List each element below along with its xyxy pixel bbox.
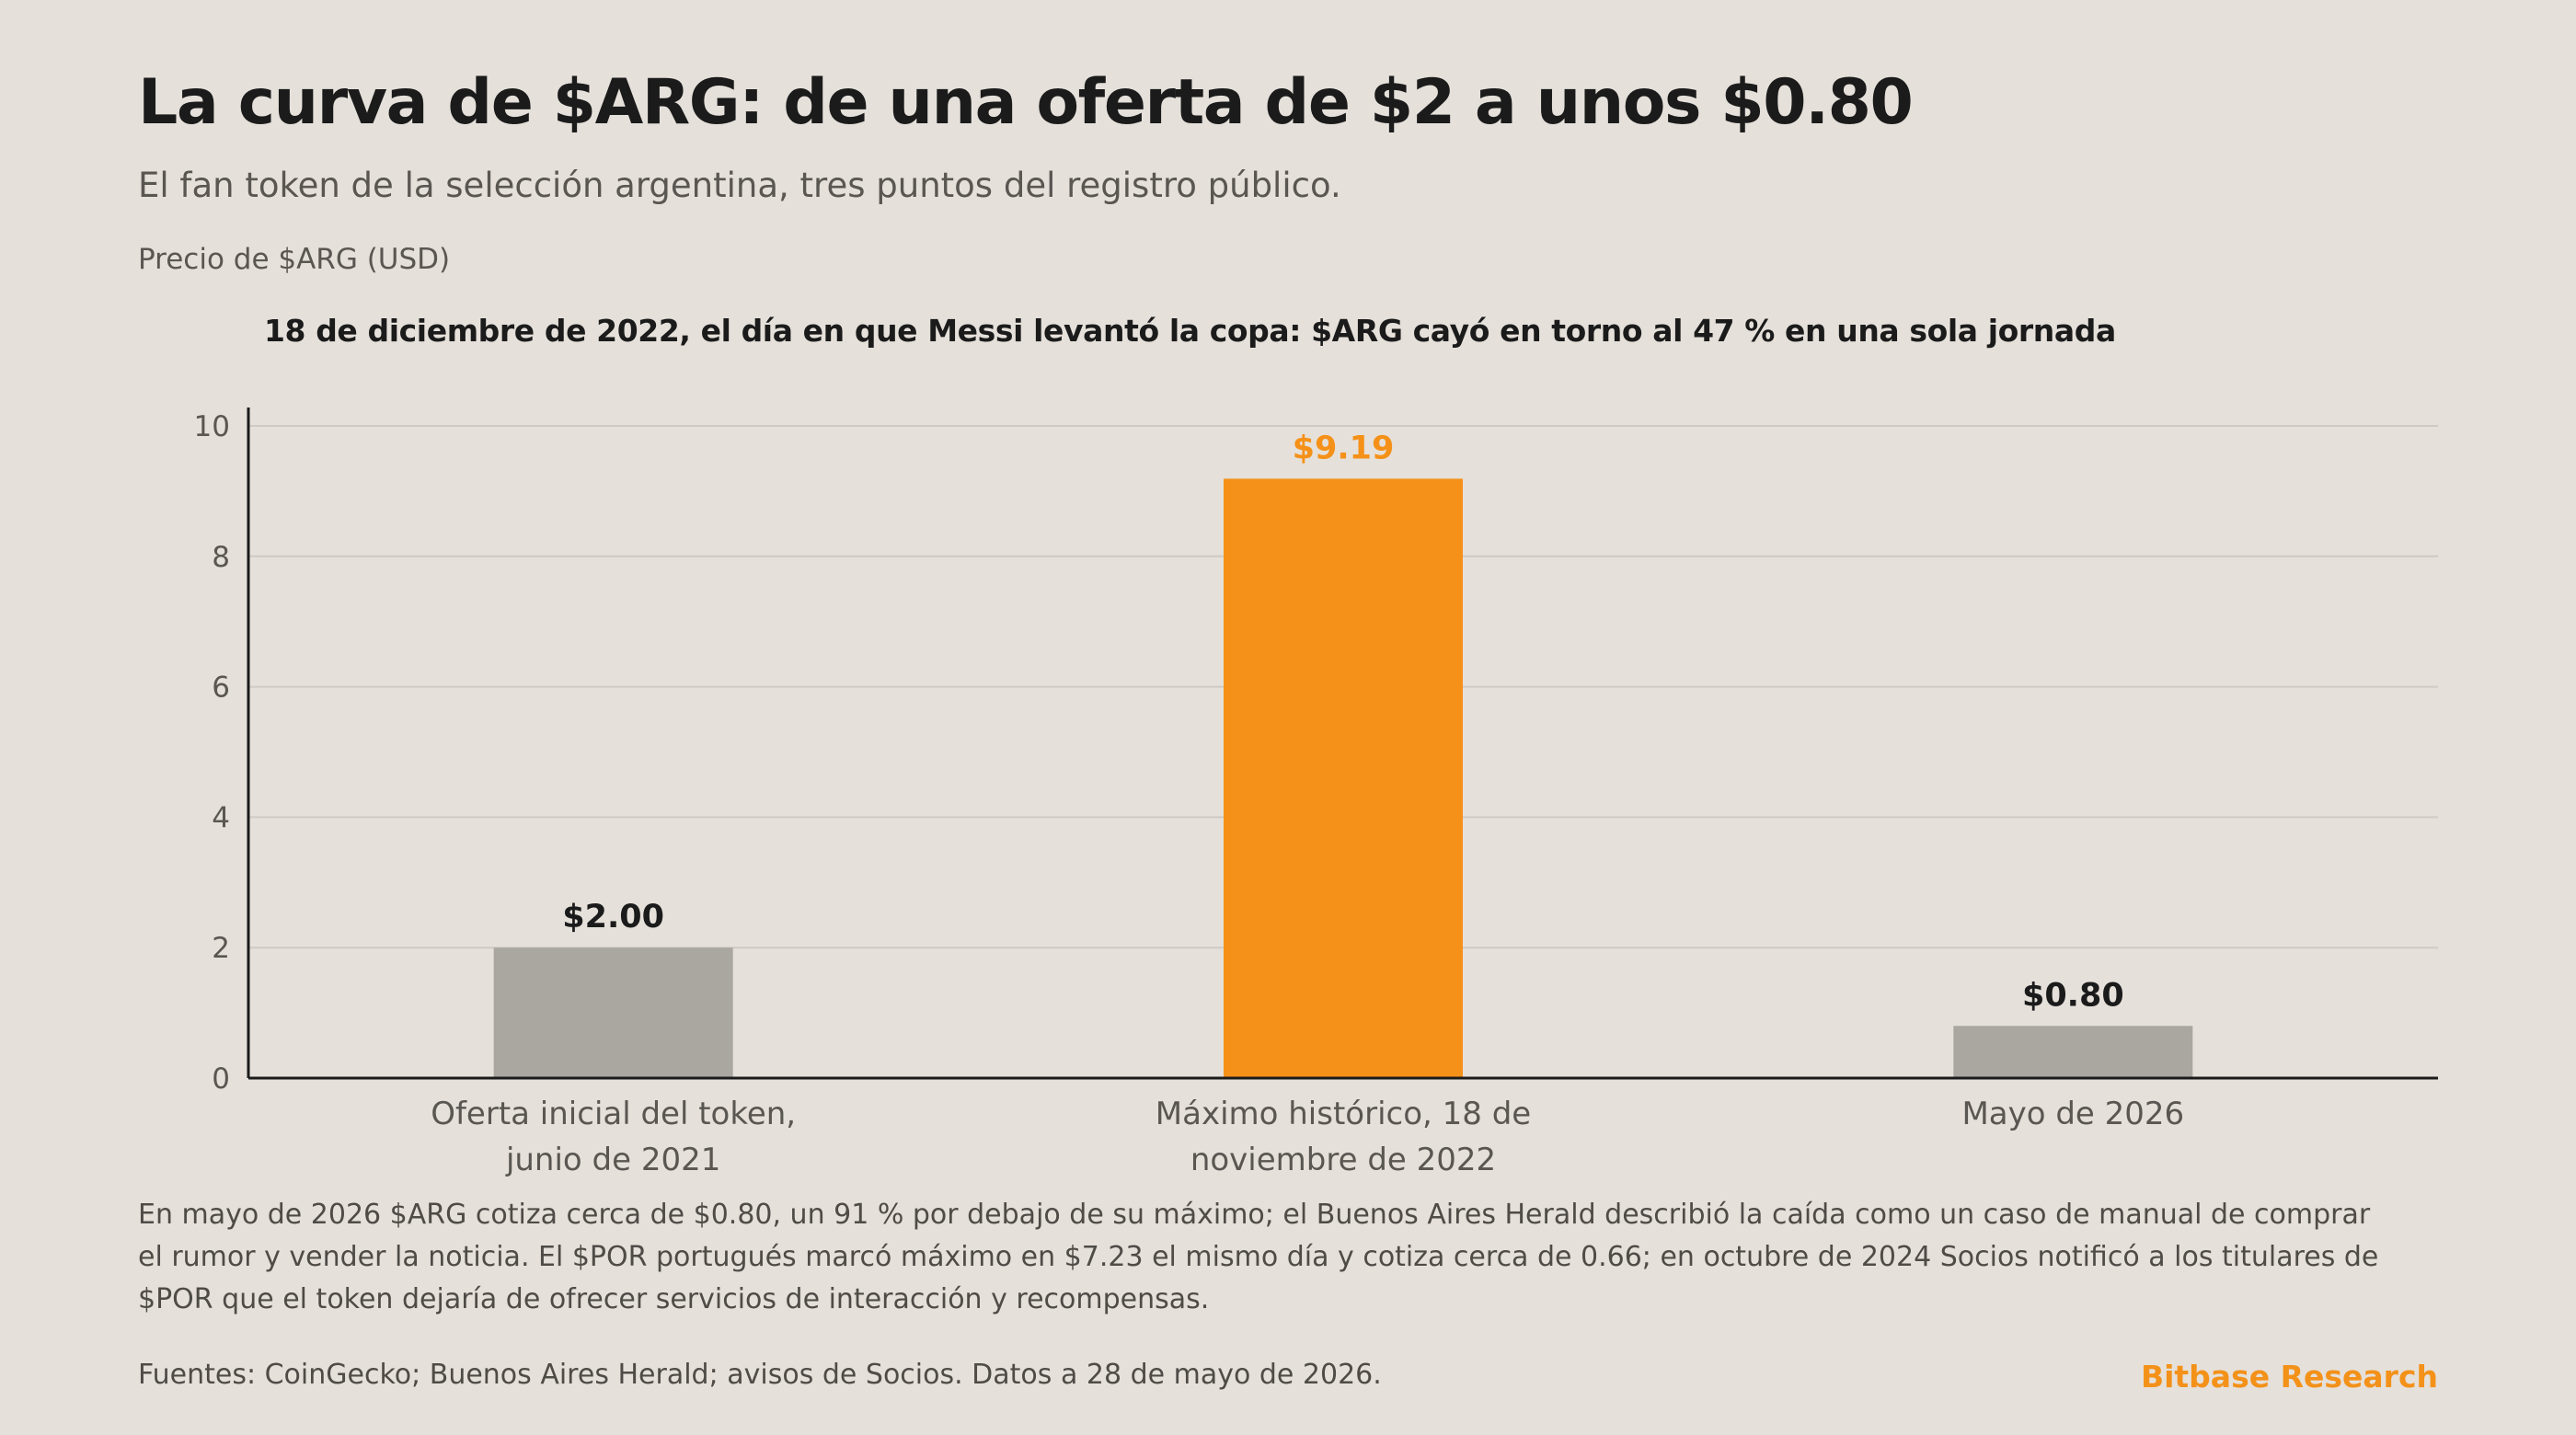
- bar-chart: 0 2 4 6 8 10 $2.00 Oferta inicial del token, jun…: [194, 408, 2438, 1178]
- y-tick-label: 2: [212, 932, 230, 965]
- x-tick-label: Mayo de 2026: [1961, 1096, 2184, 1132]
- x-tick-label: junio de 2021: [505, 1142, 720, 1178]
- x-tick-label: noviembre de 2022: [1190, 1142, 1496, 1178]
- y-axis-label: Precio de $ARG (USD): [138, 243, 451, 276]
- y-tick-label: 0: [212, 1062, 230, 1096]
- bar: [1953, 1026, 2193, 1078]
- chart-title: La curva de $ARG: de una oferta de $2 a …: [138, 66, 1914, 139]
- chart-subtitle: El fan token de la selección argentina, …: [138, 166, 1341, 205]
- x-tick-label: Oferta inicial del token,: [431, 1096, 796, 1132]
- bar-value-label: $0.80: [2022, 977, 2124, 1014]
- bar-value-label: $9.19: [1293, 430, 1395, 466]
- y-tick-label: 6: [212, 672, 230, 705]
- brand-logo-text: Bitbase Research: [2140, 1359, 2438, 1395]
- sources-note: Fuentes: CoinGecko; Buenos Aires Herald;…: [138, 1359, 1382, 1391]
- y-tick-label: 10: [194, 410, 230, 443]
- y-tick-label: 8: [212, 541, 230, 574]
- bar-value-label: $2.00: [562, 899, 664, 936]
- x-tick-label: Máximo histórico, 18 de: [1156, 1096, 1531, 1132]
- chart-annotation: 18 de diciembre de 2022, el día en que M…: [264, 313, 2116, 349]
- bar: [1224, 478, 1463, 1078]
- footnote: En mayo de 2026 $ARG cotiza cerca de $0.…: [138, 1199, 2379, 1315]
- y-tick-label: 4: [212, 801, 230, 834]
- bar: [493, 947, 733, 1078]
